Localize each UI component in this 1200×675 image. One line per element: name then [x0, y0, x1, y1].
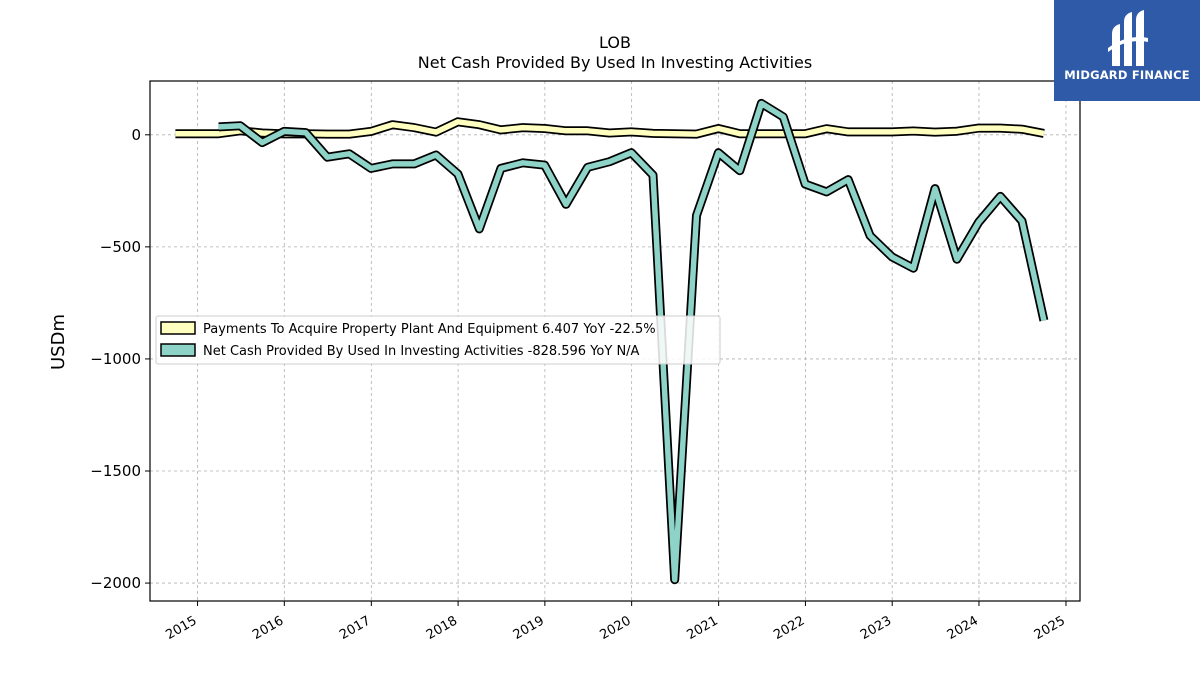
- x-tick-label: 2021: [684, 613, 720, 643]
- legend: Payments To Acquire Property Plant And E…: [155, 315, 721, 365]
- x-tick-label: 2023: [858, 613, 894, 643]
- x-tick-label: 2018: [424, 613, 460, 643]
- y-axis-label: USDm: [48, 314, 69, 370]
- series-1-line: [218, 100, 1047, 583]
- y-tick-label: 0: [131, 126, 141, 144]
- x-tick-label: 2022: [771, 613, 807, 643]
- y-tick-label: −500: [100, 238, 141, 256]
- y-tick-label: −1000: [90, 350, 141, 368]
- x-tick-label: 2020: [597, 613, 633, 643]
- series-0-line: [175, 119, 1045, 137]
- y-tick-label: −1500: [90, 462, 141, 480]
- brand-logo: MIDGARD FINANCE: [1054, 0, 1200, 101]
- axis-ticks: 0 −500 −1000 −1500 −2000 2015 2016 2017 2018 2019…: [90, 126, 1068, 643]
- brand-name: MIDGARD FINANCE: [1064, 68, 1190, 82]
- legend-box: [155, 315, 721, 365]
- grid-lines: [150, 81, 1080, 601]
- legend-swatch-ppe: [160, 321, 196, 335]
- legend-swatch-investing: [160, 343, 196, 357]
- plot-frame: [149, 80, 1081, 602]
- series-lines: [175, 98, 1049, 585]
- logo-mark-icon: [1108, 10, 1148, 66]
- chart-title: LOB: [599, 33, 631, 52]
- x-tick-label: 2016: [250, 613, 286, 643]
- chart-subtitle: Net Cash Provided By Used In Investing A…: [418, 53, 812, 72]
- x-tick-label: 2025: [1032, 613, 1068, 643]
- x-tick-label: 2017: [337, 613, 373, 643]
- x-tick-label: 2024: [945, 613, 981, 643]
- x-tick-label: 2019: [511, 613, 547, 643]
- legend-label-investing: Net Cash Provided By Used In Investing A…: [203, 344, 640, 359]
- x-tick-label: 2015: [163, 613, 199, 643]
- legend-label-ppe: Payments To Acquire Property Plant And E…: [203, 322, 656, 337]
- y-tick-label: −2000: [90, 574, 141, 592]
